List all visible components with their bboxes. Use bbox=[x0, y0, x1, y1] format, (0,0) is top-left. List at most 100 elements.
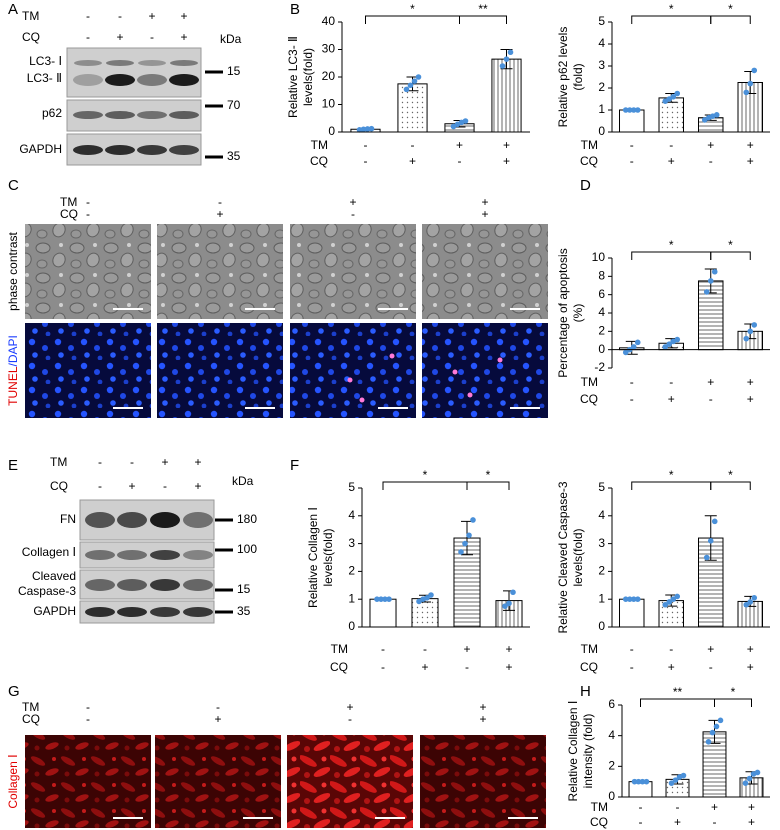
condition-sign: + bbox=[148, 9, 155, 23]
significance-label: * bbox=[728, 2, 733, 16]
blot-band bbox=[105, 111, 135, 119]
data-point bbox=[630, 344, 637, 350]
data-point bbox=[462, 540, 468, 547]
y-tick-label: -2 bbox=[594, 360, 605, 374]
y-tick-label: 3 bbox=[598, 536, 605, 550]
data-point bbox=[747, 599, 754, 605]
y-axis-label: levels(fold) bbox=[571, 528, 585, 586]
blot-label: LC3- Ⅰ bbox=[29, 54, 62, 68]
condition-sign: + bbox=[668, 154, 675, 168]
tunel-positive bbox=[347, 377, 353, 383]
significance-label: * bbox=[410, 2, 415, 16]
tunel-positive bbox=[467, 392, 473, 398]
condition-sign: + bbox=[707, 642, 714, 656]
blot-band bbox=[73, 145, 103, 155]
y-tick-label: 0 bbox=[328, 124, 335, 138]
condition-sign: + bbox=[674, 815, 681, 829]
condition-sign: - bbox=[630, 154, 634, 168]
blot-band bbox=[169, 145, 199, 155]
blot-band bbox=[85, 512, 115, 528]
y-tick-label: 0 bbox=[348, 619, 355, 633]
blot-band bbox=[150, 579, 180, 591]
blot-band bbox=[183, 550, 213, 560]
data-point bbox=[386, 596, 392, 602]
condition-name: CQ bbox=[310, 154, 328, 168]
data-point bbox=[631, 778, 638, 785]
blot-band bbox=[117, 550, 147, 560]
data-point bbox=[670, 596, 677, 602]
data-point bbox=[662, 344, 669, 350]
condition-sign: + bbox=[505, 660, 512, 674]
row-label: phase contrast bbox=[6, 231, 20, 310]
condition-sign: - bbox=[630, 660, 634, 674]
data-point bbox=[428, 592, 434, 598]
blot-unit: kDa bbox=[220, 32, 242, 46]
blot-band bbox=[117, 579, 147, 591]
micrograph bbox=[287, 735, 413, 828]
micrograph bbox=[25, 224, 151, 319]
blot-label: Cleaved bbox=[32, 569, 76, 583]
blot-strip bbox=[66, 47, 202, 98]
data-point bbox=[466, 532, 472, 539]
data-point bbox=[672, 777, 679, 783]
row-label-part: Collagen Ⅰ bbox=[6, 754, 20, 808]
condition-sign: - bbox=[381, 642, 385, 656]
y-tick-label: 3 bbox=[348, 536, 355, 550]
blot-band bbox=[183, 579, 213, 591]
panel-label: G bbox=[8, 683, 20, 700]
significance-bracket bbox=[382, 481, 468, 490]
blot-band bbox=[73, 74, 103, 86]
micrograph bbox=[290, 224, 416, 319]
y-tick-label: 30 bbox=[322, 42, 336, 56]
data-point bbox=[639, 778, 646, 785]
condition-name: CQ bbox=[580, 154, 598, 168]
condition-sign: + bbox=[456, 138, 463, 152]
y-tick-label: 20 bbox=[322, 69, 336, 83]
condition-sign: - bbox=[364, 138, 368, 152]
data-point bbox=[626, 596, 633, 602]
condition-sign: - bbox=[630, 392, 634, 406]
data-point bbox=[705, 739, 712, 745]
condition-sign: + bbox=[481, 195, 488, 209]
micrograph bbox=[422, 224, 548, 319]
condition-sign: - bbox=[630, 375, 634, 389]
y-axis-label: Relative LC3- Ⅱ bbox=[286, 36, 300, 118]
condition-sign: - bbox=[216, 700, 220, 714]
condition-sign: + bbox=[747, 392, 754, 406]
condition-sign: + bbox=[128, 479, 135, 493]
data-point bbox=[415, 74, 422, 80]
condition-sign: - bbox=[669, 138, 673, 152]
condition-sign: + bbox=[747, 375, 754, 389]
data-point bbox=[622, 107, 629, 113]
blot-marker: 35 bbox=[227, 149, 241, 163]
condition-sign: - bbox=[423, 642, 427, 656]
micrograph bbox=[157, 323, 283, 418]
y-tick-label: 6 bbox=[608, 697, 615, 711]
condition-sign: - bbox=[86, 712, 90, 726]
blot-marker: 180 bbox=[237, 512, 257, 526]
data-point bbox=[743, 335, 750, 342]
blot-band bbox=[85, 579, 115, 591]
condition-sign: + bbox=[481, 207, 488, 221]
blot-band bbox=[105, 145, 135, 155]
significance-label: * bbox=[731, 685, 736, 699]
condition-sign: + bbox=[421, 660, 428, 674]
y-tick-label: 40 bbox=[322, 14, 336, 28]
data-point bbox=[666, 341, 673, 347]
micrograph bbox=[422, 323, 548, 418]
condition-sign: + bbox=[409, 154, 416, 168]
significance-label: ** bbox=[478, 2, 488, 16]
condition-sign: + bbox=[747, 642, 754, 656]
blot-band bbox=[138, 60, 166, 66]
data-point bbox=[462, 118, 469, 124]
y-tick-label: 0 bbox=[598, 342, 605, 356]
blot-band bbox=[106, 60, 134, 66]
significance-label: * bbox=[423, 468, 428, 482]
y-tick-label: 1 bbox=[348, 591, 355, 605]
condition-sign: - bbox=[348, 712, 352, 726]
y-axis-label: (%) bbox=[571, 304, 585, 323]
data-point bbox=[507, 49, 514, 56]
panel-label: F bbox=[290, 457, 299, 474]
y-tick-label: 2 bbox=[598, 564, 605, 578]
condition-sign: - bbox=[86, 195, 90, 209]
